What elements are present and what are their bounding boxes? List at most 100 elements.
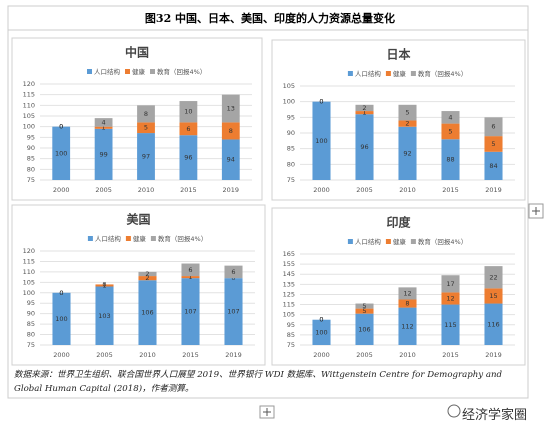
x-tick-label: 2010 — [138, 186, 155, 194]
chart-title: 中国 — [125, 45, 149, 60]
value-label: 2 — [362, 104, 366, 112]
bar-segment — [312, 319, 331, 345]
value-label: 2 — [145, 274, 149, 282]
y-tick-label: 90 — [287, 129, 295, 137]
value-label: 10 — [184, 108, 192, 116]
x-tick-label: 2005 — [96, 351, 113, 359]
value-label: 15 — [489, 292, 497, 300]
bar-segment — [138, 280, 157, 345]
add-button[interactable] — [259, 405, 275, 419]
value-label: 100 — [55, 149, 67, 157]
value-label: 100 — [315, 137, 327, 145]
y-tick-label: 115 — [283, 301, 295, 309]
x-tick-label: 2019 — [485, 351, 502, 359]
value-label: 5 — [448, 127, 452, 135]
value-label: 99 — [99, 150, 107, 158]
value-label: 5 — [405, 109, 409, 117]
y-tick-label: 115 — [23, 91, 35, 99]
bar-segment — [398, 299, 417, 308]
bar-segment — [441, 139, 460, 180]
bar-segment — [179, 122, 198, 136]
value-label: 1 — [188, 273, 192, 281]
bar-segment — [95, 286, 114, 345]
value-label: 116 — [487, 320, 499, 328]
bar-segment — [398, 307, 417, 345]
legend-label: 健康 — [393, 69, 407, 78]
value-label: 0 — [319, 98, 323, 106]
value-label: 106 — [141, 309, 153, 317]
legend-label: 教育（回报4%） — [157, 67, 206, 76]
legend-swatch — [347, 71, 353, 76]
y-tick-label: 125 — [283, 290, 295, 298]
value-label: 8 — [229, 127, 233, 135]
figure-frame — [7, 5, 529, 399]
x-tick-label: 2019 — [225, 351, 242, 359]
bar-segment — [484, 136, 503, 152]
bar-segment — [484, 266, 503, 289]
value-label: 107 — [227, 308, 239, 316]
value-label: 106 — [358, 325, 370, 333]
value-label: 12 — [403, 289, 411, 297]
bar-segment — [398, 120, 417, 127]
y-tick-label: 105 — [23, 112, 35, 120]
legend-swatch — [125, 236, 131, 241]
figure-title: 图32 中国、日本、美国、印度的人力资源总量变化 — [145, 11, 395, 25]
x-tick-label: 2005 — [356, 186, 373, 194]
bar-segment — [355, 313, 374, 345]
value-label: 13 — [227, 105, 235, 113]
bar-segment — [94, 118, 113, 127]
bar-segment — [181, 276, 200, 279]
y-tick-label: 120 — [23, 247, 35, 255]
bar-segment — [312, 101, 331, 180]
bar-segment — [484, 151, 503, 180]
bar-segment — [94, 126, 113, 129]
y-tick-label: 100 — [23, 289, 35, 297]
legend-swatch — [87, 236, 93, 241]
expand-button[interactable] — [528, 203, 544, 219]
x-tick-label: 2005 — [356, 351, 373, 359]
y-tick-label: 95 — [287, 321, 295, 329]
chart-title: 美国 — [126, 212, 150, 227]
legend-label: 人口结构 — [94, 67, 121, 76]
value-label: 0 — [59, 289, 63, 297]
legend-label: 教育（回报4%） — [158, 234, 207, 243]
value-label: 5 — [144, 124, 148, 132]
value-label: 88 — [446, 156, 454, 164]
y-tick-label: 155 — [283, 260, 295, 268]
y-tick-label: 100 — [283, 98, 295, 106]
bar-segment — [224, 278, 243, 345]
y-tick-label: 105 — [283, 82, 295, 90]
y-tick-label: 165 — [283, 250, 295, 258]
bar-segment — [181, 278, 200, 345]
x-tick-label: 2019 — [485, 186, 502, 194]
watermark-icon — [447, 404, 461, 418]
x-tick-label: 2000 — [53, 186, 70, 194]
bar-segment — [179, 101, 198, 123]
y-tick-label: 90 — [27, 310, 35, 318]
value-label: 115 — [444, 321, 456, 329]
value-label: 107 — [184, 308, 196, 316]
bar-segment — [355, 308, 374, 314]
value-label: 0 — [59, 289, 63, 297]
bar-segment — [221, 139, 240, 180]
value-label: 0 — [59, 123, 63, 131]
x-tick-label: 2010 — [399, 186, 416, 194]
y-tick-label: 100 — [23, 123, 35, 131]
x-tick-label: 2005 — [95, 186, 112, 194]
bar-segment — [221, 94, 240, 123]
legend-swatch — [125, 69, 130, 74]
value-label: 8 — [405, 300, 409, 308]
bar-segment — [52, 292, 71, 345]
y-tick-label: 145 — [283, 270, 295, 278]
value-label: 94 — [227, 156, 235, 164]
bar-segment — [179, 135, 198, 180]
x-tick-label: 2015 — [180, 186, 197, 194]
y-tick-label: 90 — [27, 144, 35, 152]
legend-label: 人口结构 — [95, 234, 122, 243]
x-tick-label: 2019 — [223, 186, 240, 194]
y-tick-label: 105 — [283, 311, 295, 319]
bar-segment — [355, 111, 374, 115]
y-tick-label: 95 — [27, 299, 35, 307]
legend-swatch — [410, 71, 416, 76]
